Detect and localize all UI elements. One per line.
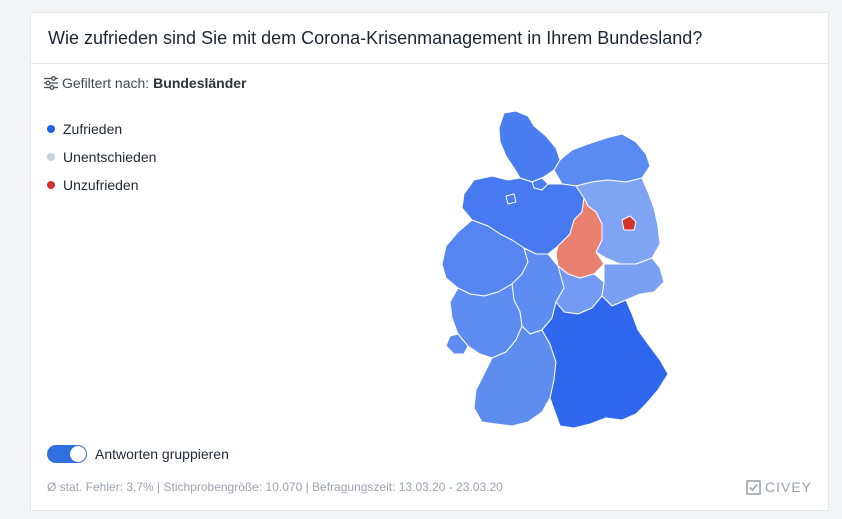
group-answers-toggle[interactable]	[47, 445, 87, 463]
legend-item-unzufrieden: Unzufrieden	[47, 171, 156, 199]
state-bremen[interactable]	[505, 193, 517, 205]
filter-value[interactable]: Bundesländer	[153, 75, 247, 91]
legend-dot	[47, 153, 55, 161]
legend-dot	[47, 181, 55, 189]
state-saarland[interactable]	[445, 333, 469, 355]
state-bayern[interactable]	[541, 295, 669, 429]
legend: Zufrieden Unentschieden Unzufrieden	[47, 115, 156, 199]
question-title: Wie zufrieden sind Sie mit dem Corona-Kr…	[48, 27, 703, 48]
filter-bar[interactable]: Gefiltert nach: Bundesländer	[43, 75, 247, 91]
legend-label: Unzufrieden	[63, 177, 139, 193]
state-mecklenburg-vorpommern[interactable]	[553, 133, 651, 187]
survey-footnote: Ø stat. Fehler: 3,7% | Stichprobengröße:…	[47, 480, 503, 494]
brand-name: CIVEY	[764, 479, 812, 495]
toggle-label: Antworten gruppieren	[95, 446, 229, 462]
state-berlin[interactable]	[621, 215, 637, 231]
filter-label: Gefiltert nach:	[62, 75, 150, 91]
group-answers-toggle-row[interactable]: Antworten gruppieren	[47, 445, 229, 463]
legend-item-unentschieden: Unentschieden	[47, 143, 156, 171]
sliders-icon	[44, 76, 58, 90]
germany-map	[441, 110, 669, 429]
card-header: Wie zufrieden sind Sie mit dem Corona-Kr…	[31, 13, 828, 64]
legend-label: Zufrieden	[63, 121, 123, 137]
legend-dot	[47, 125, 55, 133]
civey-logo-icon	[746, 479, 761, 495]
toggle-knob	[70, 446, 86, 462]
state-sachsen[interactable]	[601, 257, 665, 307]
legend-label: Unentschieden	[63, 149, 157, 165]
survey-card: Wie zufrieden sind Sie mit dem Corona-Kr…	[30, 12, 829, 511]
legend-item-zufrieden: Zufrieden	[47, 115, 156, 143]
civey-brand[interactable]: CIVEY	[746, 479, 812, 495]
state-schleswig-holstein[interactable]	[498, 110, 561, 183]
